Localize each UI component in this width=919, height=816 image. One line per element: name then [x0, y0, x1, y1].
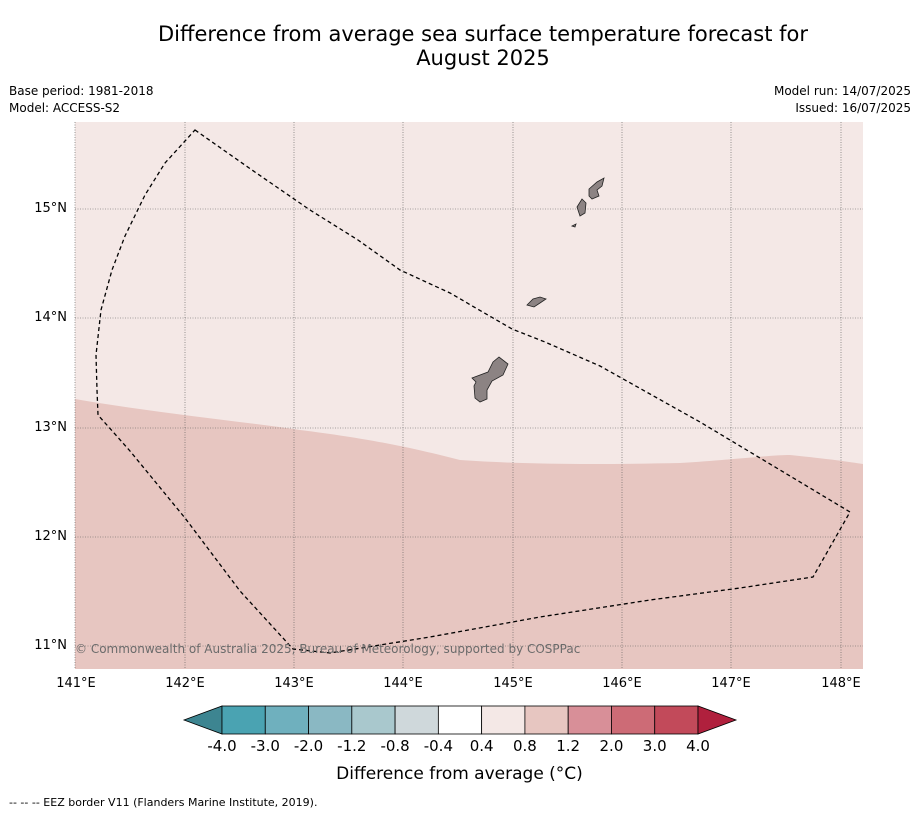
lat-label-14: 14°N	[34, 310, 67, 325]
colorbar-tick-label: 0.4	[469, 737, 494, 755]
colorbar-tick-label: 4.0	[686, 737, 710, 755]
lon-label-144: 144°E	[383, 676, 423, 691]
island-saipan	[588, 177, 605, 200]
colorbar-tick-label: -4.0	[207, 737, 237, 755]
model-run: Model run: 14/07/2025	[773, 84, 911, 98]
colorbar-tick-label: -0.8	[380, 737, 410, 755]
lat-label-12: 12°N	[34, 529, 67, 544]
meta-right: Model run: 14/07/2025 Issued: 16/07/2025	[774, 83, 911, 117]
title-line-2: August 2025	[416, 46, 550, 70]
colorbar-tick-label: -3.0	[250, 737, 280, 755]
colorbar-segment	[654, 705, 699, 735]
colorbar-segment	[394, 705, 439, 735]
base-period: Base period: 1981-2018	[9, 84, 154, 98]
colorbar-segment	[481, 705, 526, 735]
colorbar-segment	[351, 705, 396, 735]
colorbar-tick-label: -2.0	[293, 737, 324, 755]
colorbar-tick-label: 0.8	[512, 737, 537, 755]
eez-footnote: -- -- -- EEZ border V11 (Flanders Marine…	[9, 796, 318, 809]
model-name: Model: ACCESS-S2	[9, 101, 121, 115]
lon-label-141: 141°E	[56, 676, 96, 691]
lon-label-148: 148°E	[821, 676, 861, 691]
lon-label-142: 142°E	[165, 676, 205, 691]
lon-label-145: 145°E	[493, 676, 533, 691]
eez-border	[95, 129, 851, 654]
lon-label-143: 143°E	[274, 676, 314, 691]
lat-label-13: 13°N	[34, 420, 67, 435]
colorbar-under-arrow	[182, 705, 223, 735]
colorbar-segment	[264, 705, 309, 735]
lon-label-146: 146°E	[602, 676, 642, 691]
issued-date: Issued: 16/07/2025	[795, 101, 911, 115]
copyright-text: © Commonwealth of Australia 2025, Bureau…	[75, 642, 580, 656]
colorbar-segment	[567, 705, 612, 735]
colorbar-tick-label: 3.0	[642, 737, 667, 755]
colorbar-segment	[611, 705, 656, 735]
colorbar-tick-label: -0.4	[423, 737, 453, 755]
lat-label-11: 11°N	[34, 638, 67, 653]
colorbar-label: Difference from average (°C)	[0, 764, 919, 784]
colorbar-segment	[524, 705, 569, 735]
island-guam	[471, 356, 509, 403]
lat-label-15: 15°N	[34, 201, 67, 216]
colorbar-segment	[308, 705, 353, 735]
gridlines	[74, 122, 863, 669]
colorbar-tick-label: 1.2	[556, 737, 581, 755]
colorbar-tick-label: -1.2	[337, 737, 367, 755]
lon-label-147: 147°E	[711, 676, 751, 691]
colorbar-label-text: Difference from average (°C)	[336, 764, 583, 784]
colorbar-tick-label: 2.0	[599, 737, 624, 755]
colorbar	[182, 705, 738, 735]
colorbar-segment	[437, 705, 483, 735]
island-rota	[526, 296, 547, 308]
colorbar-over-arrow	[697, 705, 738, 735]
islands	[471, 177, 605, 403]
ocean-warm-region	[75, 399, 863, 669]
title-line-1: Difference from average sea surface temp…	[158, 22, 808, 46]
island-tinian	[576, 198, 587, 217]
meta-left: Base period: 1981-2018 Model: ACCESS-S2	[9, 83, 154, 117]
colorbar-segment	[221, 705, 266, 735]
island-aguijan	[570, 223, 577, 228]
chart-title: Difference from average sea surface temp…	[140, 22, 826, 70]
